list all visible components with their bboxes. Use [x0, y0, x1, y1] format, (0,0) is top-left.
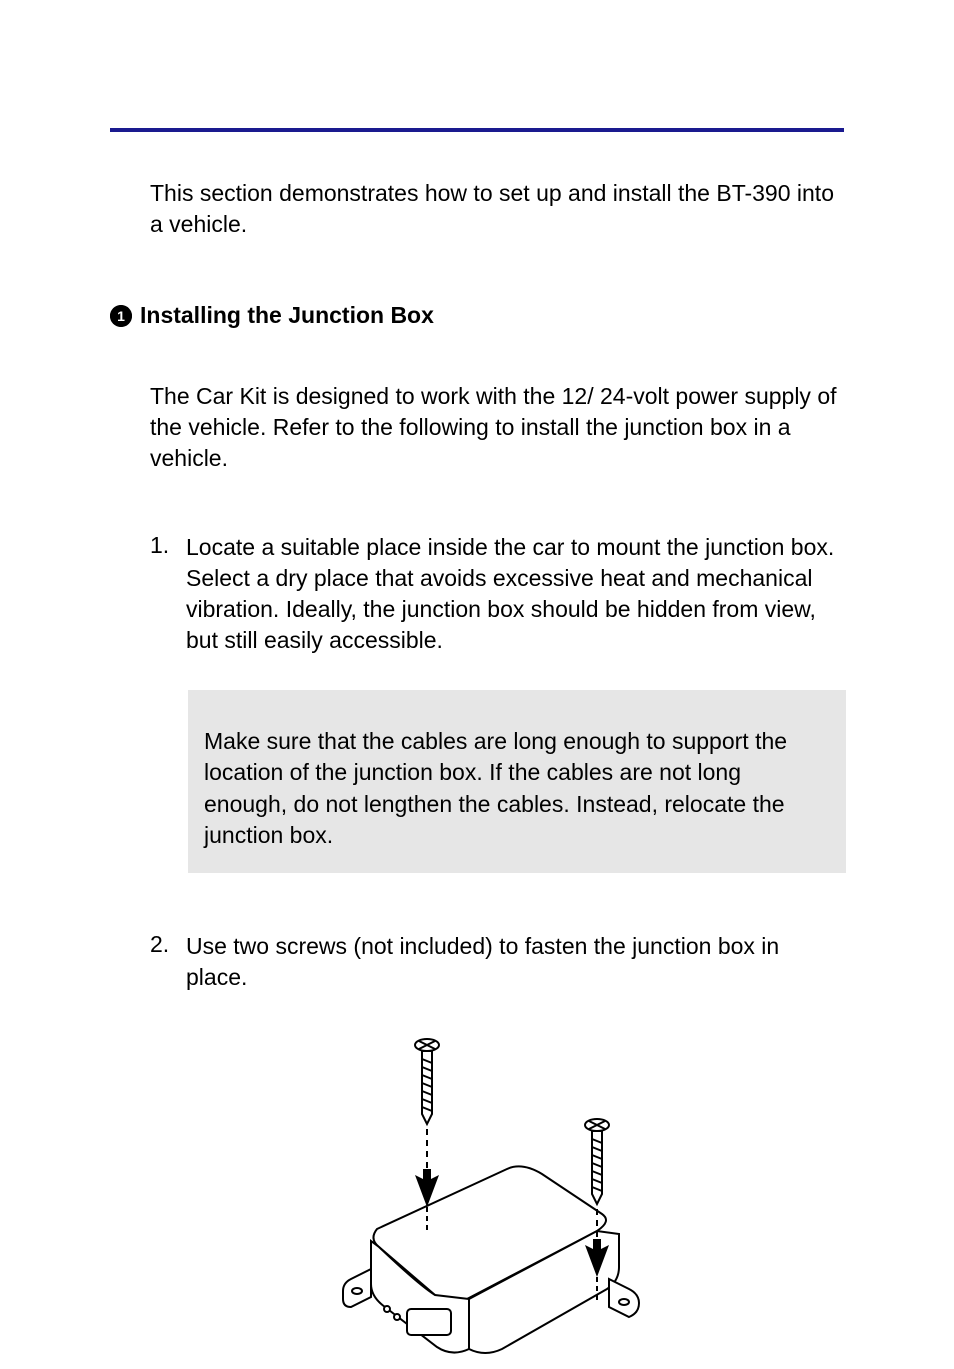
intro-paragraph: This section demonstrates how to set up … — [150, 178, 844, 240]
junction-box-diagram-icon — [307, 1029, 647, 1369]
step-text: Use two screws (not included) to fasten … — [186, 931, 844, 993]
header-rule — [110, 128, 844, 132]
section-heading: 1 Installing the Junction Box — [110, 302, 844, 329]
note-box: Make sure that the cables are long enoug… — [188, 690, 846, 872]
section-number-icon: 1 — [110, 305, 132, 327]
page-container: This section demonstrates how to set up … — [0, 0, 954, 1351]
step-2: 2. Use two screws (not included) to fast… — [150, 931, 844, 993]
step-1: 1. Locate a suitable place inside the ca… — [150, 532, 844, 656]
section-body: The Car Kit is designed to work with the… — [150, 381, 844, 474]
diagram-area — [110, 1029, 844, 1369]
step-number: 1. — [150, 532, 174, 656]
step-text: Locate a suitable place inside the car t… — [186, 532, 844, 656]
section-title: Installing the Junction Box — [140, 302, 434, 329]
svg-text:1: 1 — [117, 308, 125, 324]
step-number: 2. — [150, 931, 174, 993]
